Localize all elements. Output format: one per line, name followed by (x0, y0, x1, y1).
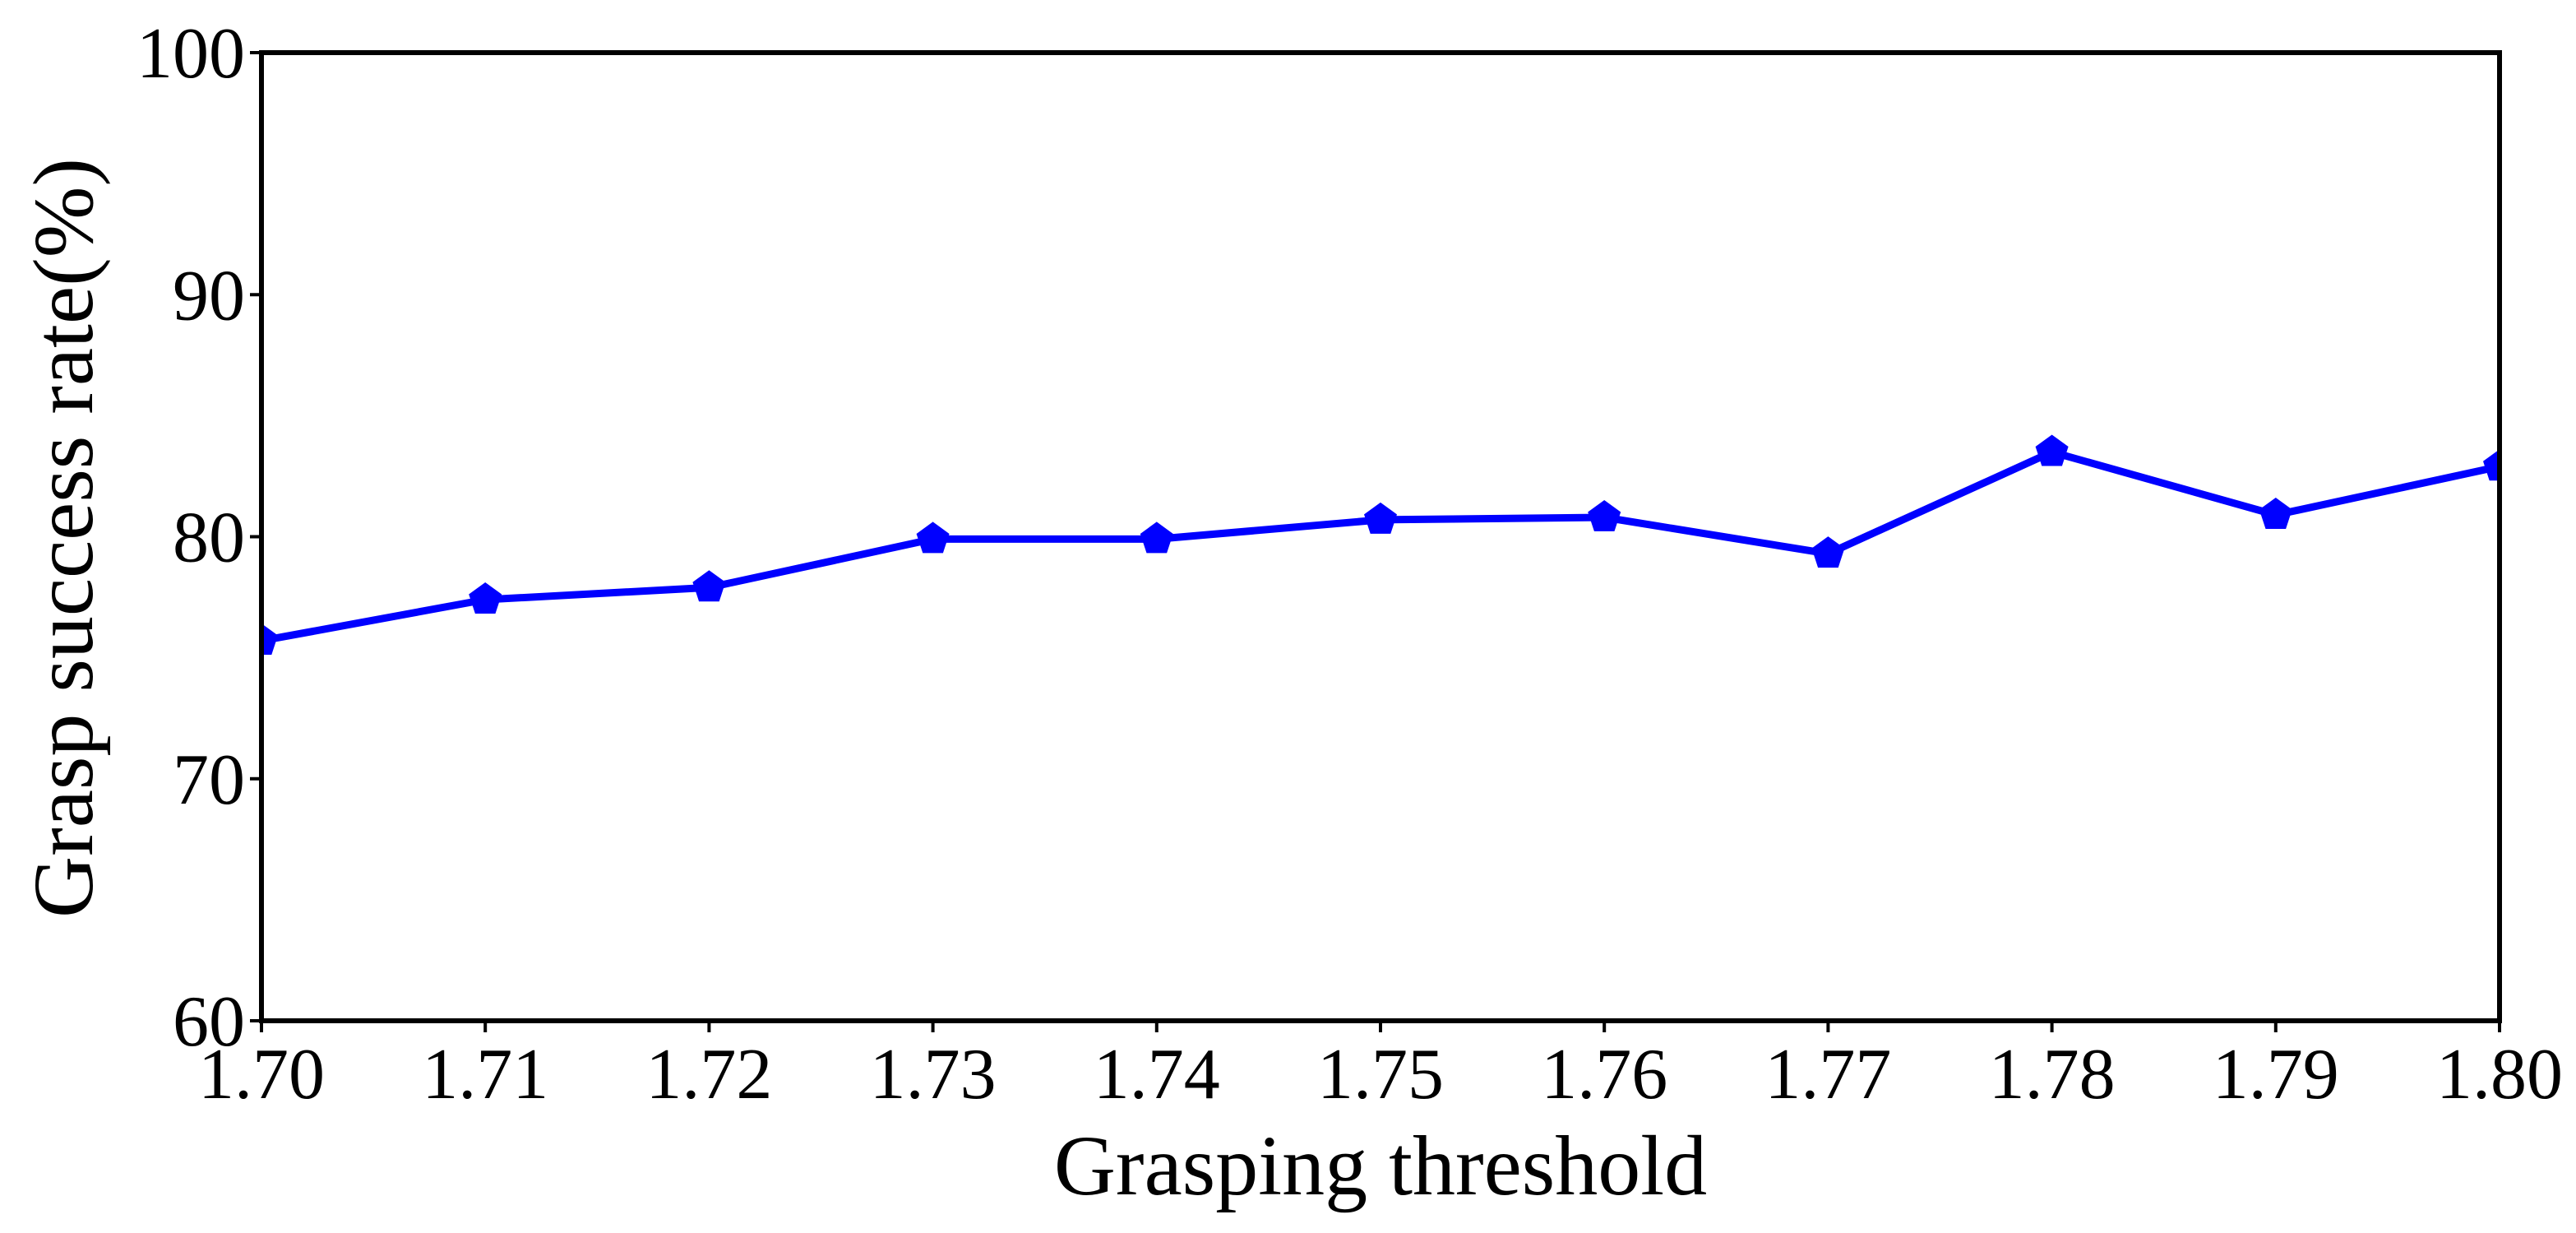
x-tick-label: 1.78 (1989, 1035, 2116, 1115)
data-marker (261, 623, 278, 655)
x-tick-label: 1.80 (2436, 1035, 2563, 1115)
x-tick-label: 1.72 (645, 1035, 772, 1115)
y-axis-label: Grasp success rate(%) (16, 158, 111, 918)
x-tick-label: 1.71 (422, 1035, 548, 1115)
y-tick-label: 80 (173, 498, 245, 578)
data-marker (469, 582, 502, 614)
x-tick-label: 1.74 (1094, 1035, 1220, 1115)
data-marker (916, 521, 950, 554)
x-tick-label: 1.75 (1317, 1035, 1444, 1115)
y-tick-label: 100 (136, 14, 245, 94)
data-marker (2483, 449, 2500, 481)
x-tick-label: 1.73 (870, 1035, 997, 1115)
x-axis-label: Grasping threshold (1054, 1119, 1707, 1213)
y-tick-label: 90 (173, 256, 245, 336)
y-tick-label: 70 (173, 740, 245, 820)
data-marker (1140, 521, 1173, 554)
y-tick-label: 60 (173, 982, 245, 1062)
data-marker (2035, 434, 2069, 466)
data-marker (1811, 536, 1845, 568)
x-tick-label: 1.79 (2213, 1035, 2339, 1115)
data-line (261, 448, 2500, 645)
data-marker (1364, 502, 1397, 534)
x-tick-label: 1.76 (1541, 1035, 1667, 1115)
data-marker (2259, 498, 2292, 529)
x-tick-label: 1.70 (198, 1035, 325, 1115)
data-marker (692, 570, 726, 602)
x-tick-label: 1.77 (1764, 1035, 1891, 1115)
plot-frame (259, 50, 2502, 1023)
data-marker (1588, 500, 1621, 531)
